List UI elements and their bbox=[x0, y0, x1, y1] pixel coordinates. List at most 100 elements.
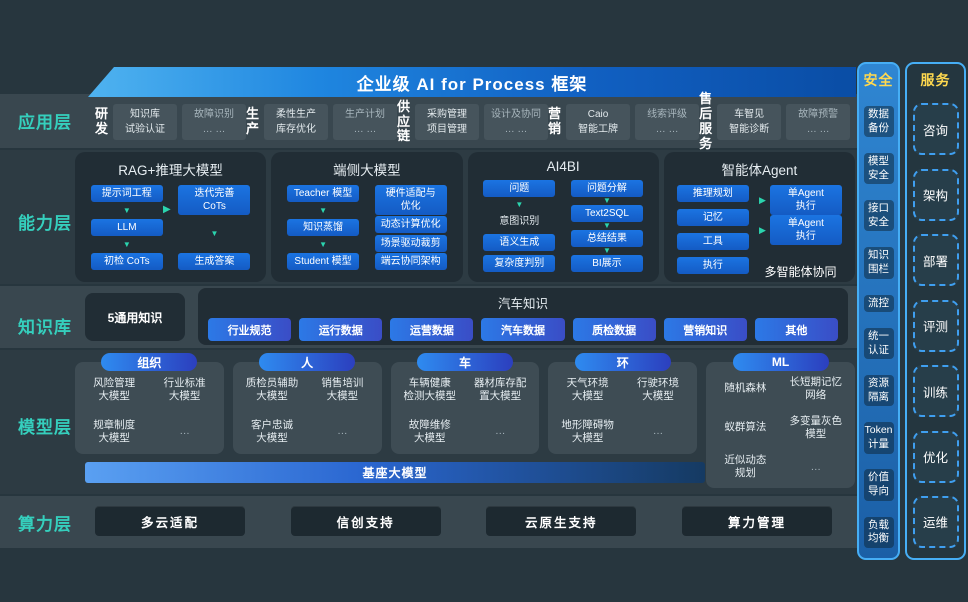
capability-item: 端云协同架构 bbox=[374, 252, 447, 270]
security-item: 接口安全 bbox=[863, 200, 894, 232]
general-knowledge-box: 5通用知识 bbox=[85, 293, 185, 341]
capability-column: 问题 ▼ 意图识别 语义生成 复杂度判别 bbox=[483, 178, 556, 278]
arrow-right-icon: ▶ bbox=[758, 194, 766, 205]
capability-item: 问题 bbox=[483, 180, 556, 197]
model-item: … bbox=[337, 425, 348, 438]
knowledge-pill: 行业规范 bbox=[208, 318, 292, 341]
compute-box: 多云适配 bbox=[95, 506, 245, 536]
arrow-down-icon: ▼ bbox=[122, 205, 131, 215]
capability-box: AI4BI 问题 ▼ 意图识别 语义生成 复杂度判别 问题分解 ▼ Text2SQL ▼ 总结结果 ▼… bbox=[467, 152, 659, 282]
model-item: 多变量灰色 模型 bbox=[789, 414, 843, 440]
capability-box-title: 端侧大模型 bbox=[333, 163, 401, 178]
model-item: 规章制度 大模型 bbox=[93, 418, 136, 444]
capability-item: 意图识别 bbox=[499, 216, 540, 227]
model-group-pill: 组织 bbox=[101, 353, 198, 371]
multi-agent-caption: 多智能体协同 bbox=[764, 265, 837, 279]
knowledge-pill: 其他 bbox=[754, 318, 838, 341]
app-card: 设计及协同 … … bbox=[484, 104, 549, 140]
knowledge-pill: 汽车数据 bbox=[481, 318, 565, 341]
service-column: 服务 咨询 架构 部署 评测 训练 优化 运维 bbox=[905, 62, 966, 560]
app-card: 采购管理 项目管理 bbox=[415, 104, 480, 140]
page-title: 企业级 AI for Process 框架 bbox=[356, 74, 588, 94]
model-layer-row: 组织 风险管理 大模型 行业标准 大模型 规章制度 大模型… 人质检员辅助 大模型 销售培… bbox=[75, 353, 855, 488]
security-item: 价值导向 bbox=[863, 469, 894, 501]
model-item: … bbox=[652, 425, 664, 438]
capability-item: Teacher 模型 bbox=[287, 185, 360, 202]
capability-box-title: RAG+推理大模型 bbox=[118, 163, 223, 178]
service-item: 训练 bbox=[912, 365, 959, 418]
capability-item: 知识蒸馏 bbox=[287, 219, 360, 236]
app-card: 车智见 智能诊断 bbox=[717, 104, 782, 140]
model-grid: 质检员辅助 大模型 销售培训 大模型 客户忠诚 大模型… bbox=[237, 374, 378, 448]
layer-label-application: 应用层 bbox=[18, 113, 72, 132]
security-item: 知识围栏 bbox=[863, 247, 894, 279]
capability-column: 推理规划 记忆 工具 执行 bbox=[676, 183, 749, 280]
capability-item: Text2SQL bbox=[570, 205, 643, 222]
service-item: 运维 bbox=[912, 495, 959, 548]
capability-box-title: AI4BI bbox=[546, 159, 580, 174]
capability-item: BI展示 bbox=[570, 255, 643, 272]
capability-item: 生成答案 bbox=[178, 253, 251, 270]
compute-box: 信创支持 bbox=[290, 506, 441, 536]
model-group-pill: ML bbox=[732, 353, 829, 371]
app-card: 生产计划 … … bbox=[333, 104, 398, 140]
capability-item: 提示词工程 bbox=[90, 185, 163, 202]
app-card: 线索评级 … … bbox=[635, 104, 700, 140]
arrow-down-icon: ▼ bbox=[602, 246, 611, 255]
capability-columns: 提示词工程 ▼ LLM ▼ 初检 CoTs 迭代完善 CoTs ▼ 生成答案 bbox=[83, 183, 258, 276]
capability-column: 迭代完善 CoTs ▼ 生成答案 bbox=[178, 183, 251, 276]
capability-column: Teacher 模型 ▼ 知识蒸馏 ▼ Student 模型 bbox=[287, 183, 360, 276]
layer-label-model: 模型层 bbox=[18, 418, 72, 437]
capability-item: 复杂度判别 bbox=[483, 255, 556, 272]
model-item: 近似动态 规划 bbox=[724, 454, 767, 480]
knowledge-pill: 营销知识 bbox=[663, 318, 747, 341]
security-item: 负载均衡 bbox=[863, 516, 894, 548]
capability-item: 硬件适配与 优化 bbox=[374, 185, 447, 215]
capability-item: 单Agent 执行 bbox=[769, 215, 842, 245]
security-column: 安全 数据备份 模型安全 接口安全 知识围栏 流控 统一认证 资源隔离 Token计量 价值导向… bbox=[857, 62, 900, 560]
auto-knowledge-title: 汽车知识 bbox=[497, 297, 548, 311]
model-item: 客户忠诚 大模型 bbox=[250, 418, 293, 444]
service-item: 部署 bbox=[912, 234, 959, 287]
model-item: 长短期记忆 网络 bbox=[789, 375, 843, 401]
model-item: … bbox=[494, 425, 506, 438]
service-item: 咨询 bbox=[912, 103, 959, 156]
model-item: 行业标准 大模型 bbox=[163, 376, 206, 402]
arrow-down-icon: ▼ bbox=[602, 221, 611, 230]
model-item: 行驶环境 大模型 bbox=[636, 376, 679, 402]
service-item: 评测 bbox=[912, 299, 959, 352]
capability-column: 提示词工程 ▼ LLM ▼ 初检 CoTs bbox=[90, 183, 163, 276]
model-item: 地形障碍物 大模型 bbox=[561, 418, 614, 444]
model-group: 环天气环境 大模型 行驶环境 大模型 地形障碍物 大模型… bbox=[548, 353, 698, 454]
model-grid: 风险管理 大模型 行业标准 大模型 规章制度 大模型… bbox=[79, 374, 220, 448]
capability-box-title: 智能体Agent bbox=[721, 163, 798, 178]
capability-item: 单Agent 执行 bbox=[769, 185, 842, 215]
service-column-title: 服务 bbox=[920, 72, 951, 88]
app-group-label: 供应链 bbox=[397, 98, 411, 144]
capability-columns: Teacher 模型 ▼ 知识蒸馏 ▼ Student 模型 硬件适配与 优化 动态计算优化… bbox=[279, 183, 454, 276]
model-grid: 车辆健康 检测大模型 器材库存配 置大模型 故障维修 大模型… bbox=[395, 374, 536, 448]
capability-item: 初检 CoTs bbox=[90, 253, 163, 270]
capability-item: LLM bbox=[90, 219, 163, 236]
app-group-label: 营销 bbox=[548, 106, 562, 136]
base-model-bar: 基座大模型 bbox=[85, 462, 705, 483]
model-group-pill: 车 bbox=[416, 353, 513, 371]
title-banner: 企业级 AI for Process 框架 bbox=[88, 67, 856, 97]
model-item: 器材库存配 置大模型 bbox=[473, 376, 527, 402]
layer-label-knowledge: 知识库 bbox=[18, 318, 72, 337]
capability-columns: 问题 ▼ 意图识别 语义生成 复杂度判别 问题分解 ▼ Text2SQL ▼ 总结结果 ▼ BI展示 bbox=[476, 178, 651, 278]
security-item: 统一认证 bbox=[863, 328, 894, 360]
capability-column: 问题分解 ▼ Text2SQL ▼ 总结结果 ▼ BI展示 bbox=[570, 178, 643, 278]
security-item: Token计量 bbox=[863, 422, 894, 454]
model-item: 蚁群算法 bbox=[724, 421, 767, 434]
capability-flow-row: ▶ 单Agent 执行 bbox=[759, 185, 842, 215]
elbow-connector-icon: ▶ bbox=[162, 204, 171, 215]
compute-box: 云原生支持 bbox=[486, 506, 637, 536]
capability-item: 总结结果 bbox=[570, 230, 643, 247]
model-item: 故障维修 大模型 bbox=[408, 418, 451, 444]
capability-flow-row: ▶ 单Agent 执行 bbox=[759, 215, 842, 245]
capability-item: 推理规划 bbox=[676, 185, 749, 202]
model-item: 随机森林 bbox=[724, 382, 767, 395]
app-group-label: 研发 bbox=[95, 106, 109, 136]
